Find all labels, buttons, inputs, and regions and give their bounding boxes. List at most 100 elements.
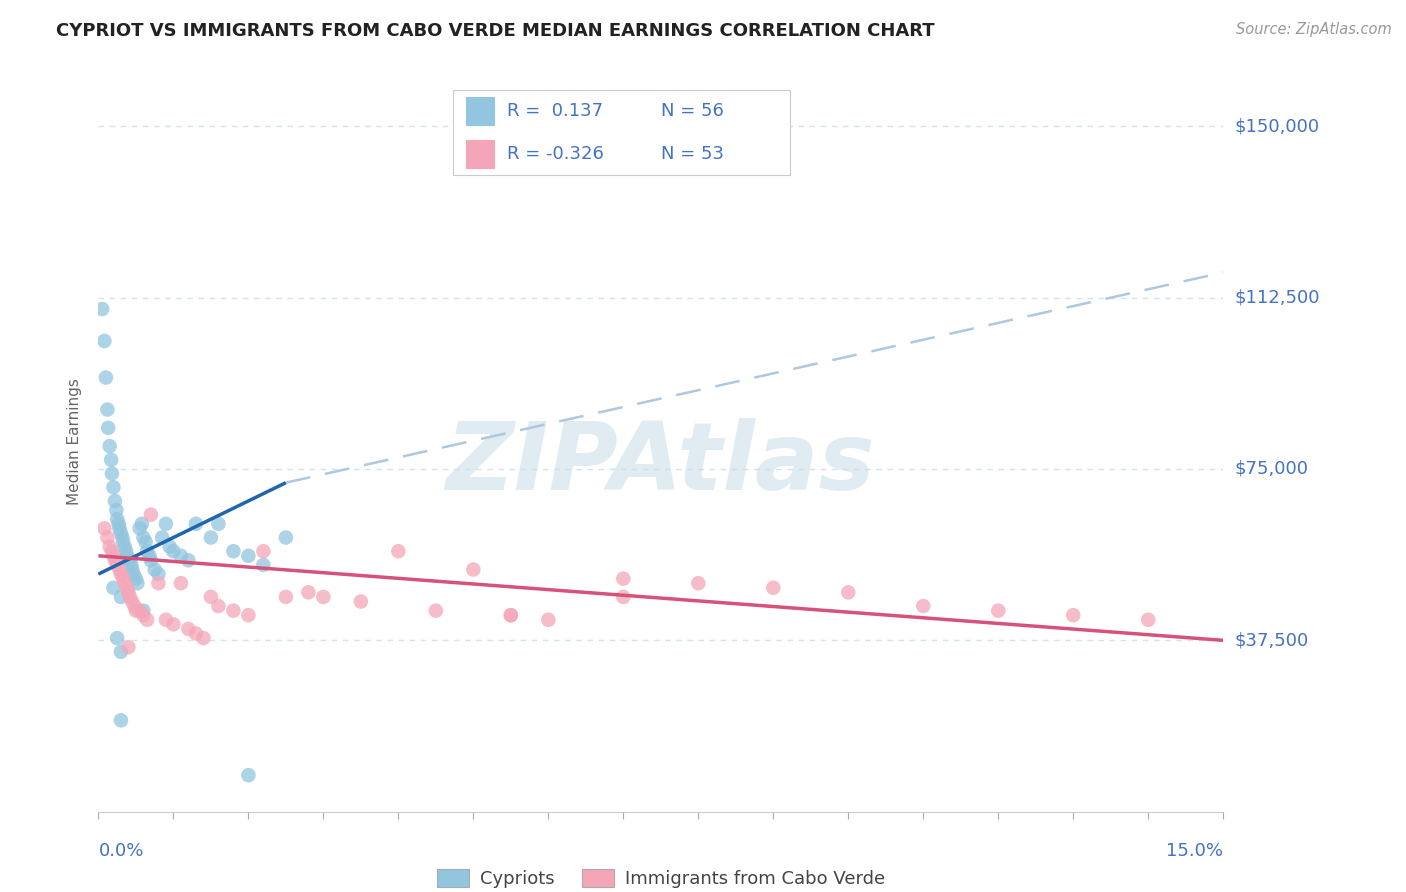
Point (101, 467, 124, 481)
Point (110, 567, 132, 582)
Text: $37,500: $37,500 (1234, 632, 1309, 649)
Point (688, 576, 710, 591)
Point (238, 768, 260, 782)
Text: 15.0%: 15.0% (1166, 842, 1223, 860)
Text: $150,000: $150,000 (1234, 117, 1319, 136)
Point (143, 562, 166, 576)
Point (238, 608, 260, 623)
Point (499, 608, 522, 623)
Point (117, 640, 139, 655)
Point (612, 590, 634, 604)
Point (105, 503, 128, 517)
Point (114, 540, 136, 554)
Point (136, 544, 159, 558)
Point (96, 531, 118, 545)
Point (1062, 608, 1084, 623)
Point (127, 576, 149, 591)
Point (155, 516, 177, 531)
Point (297, 585, 319, 599)
Point (97, 421, 120, 435)
Text: R = -0.326: R = -0.326 (506, 145, 603, 162)
Point (122, 567, 145, 582)
Point (184, 626, 207, 640)
Point (387, 544, 409, 558)
Point (148, 567, 170, 582)
Point (110, 645, 132, 659)
Point (96, 402, 118, 417)
Point (128, 521, 150, 535)
Text: R =  0.137: R = 0.137 (506, 103, 603, 120)
Point (121, 594, 143, 608)
Point (131, 516, 153, 531)
Point (148, 576, 170, 591)
Point (312, 590, 335, 604)
Point (105, 631, 128, 645)
Text: ZIPAtlas: ZIPAtlas (446, 417, 876, 509)
Point (115, 544, 138, 558)
Point (139, 553, 162, 567)
Text: CYPRIOT VS IMMIGRANTS FROM CABO VERDE MEDIAN EARNINGS CORRELATION CHART: CYPRIOT VS IMMIGRANTS FROM CABO VERDE ME… (56, 22, 935, 40)
Point (139, 508, 162, 522)
Point (91, 301, 114, 316)
Point (112, 572, 135, 586)
Text: $75,000: $75,000 (1234, 460, 1309, 478)
Point (207, 516, 229, 531)
Point (837, 585, 859, 599)
Point (537, 613, 560, 627)
Point (200, 531, 222, 545)
Point (121, 562, 143, 576)
Y-axis label: Median Earnings: Median Earnings (67, 378, 83, 505)
Point (222, 604, 245, 618)
Point (1137, 613, 1160, 627)
Text: 0.0%: 0.0% (98, 842, 143, 860)
Point (238, 549, 260, 563)
Point (177, 553, 200, 567)
Point (222, 544, 245, 558)
Point (132, 604, 155, 618)
Text: N = 53: N = 53 (661, 145, 724, 162)
Point (110, 714, 132, 728)
Point (101, 544, 124, 558)
Point (128, 604, 150, 618)
Point (125, 572, 148, 586)
Point (110, 525, 132, 540)
Point (159, 540, 181, 554)
Point (463, 562, 485, 576)
Point (93, 521, 115, 535)
Point (103, 549, 125, 563)
Point (111, 531, 134, 545)
Point (136, 613, 159, 627)
Point (93, 334, 115, 348)
Text: Source: ZipAtlas.com: Source: ZipAtlas.com (1236, 22, 1392, 37)
FancyBboxPatch shape (453, 90, 790, 175)
Point (105, 558, 128, 572)
Point (110, 590, 132, 604)
Point (170, 549, 193, 563)
Point (155, 613, 177, 627)
Point (207, 599, 229, 613)
Point (94, 370, 117, 384)
Point (132, 531, 155, 545)
Point (115, 549, 138, 563)
Point (912, 599, 935, 613)
Point (117, 585, 139, 599)
Point (274, 590, 297, 604)
Point (103, 480, 125, 494)
Point (274, 531, 297, 545)
Point (104, 494, 127, 508)
Point (150, 531, 173, 545)
Point (124, 599, 146, 613)
Point (125, 604, 148, 618)
Point (112, 535, 135, 549)
FancyBboxPatch shape (467, 140, 495, 168)
Point (252, 544, 274, 558)
Point (108, 562, 131, 576)
Point (350, 594, 373, 608)
Point (100, 452, 122, 467)
Legend: Cypriots, Immigrants from Cabo Verde: Cypriots, Immigrants from Cabo Verde (429, 862, 893, 892)
Point (118, 553, 141, 567)
Point (177, 622, 200, 636)
Point (117, 553, 139, 567)
Text: $112,500: $112,500 (1234, 289, 1320, 307)
Point (98, 540, 121, 554)
